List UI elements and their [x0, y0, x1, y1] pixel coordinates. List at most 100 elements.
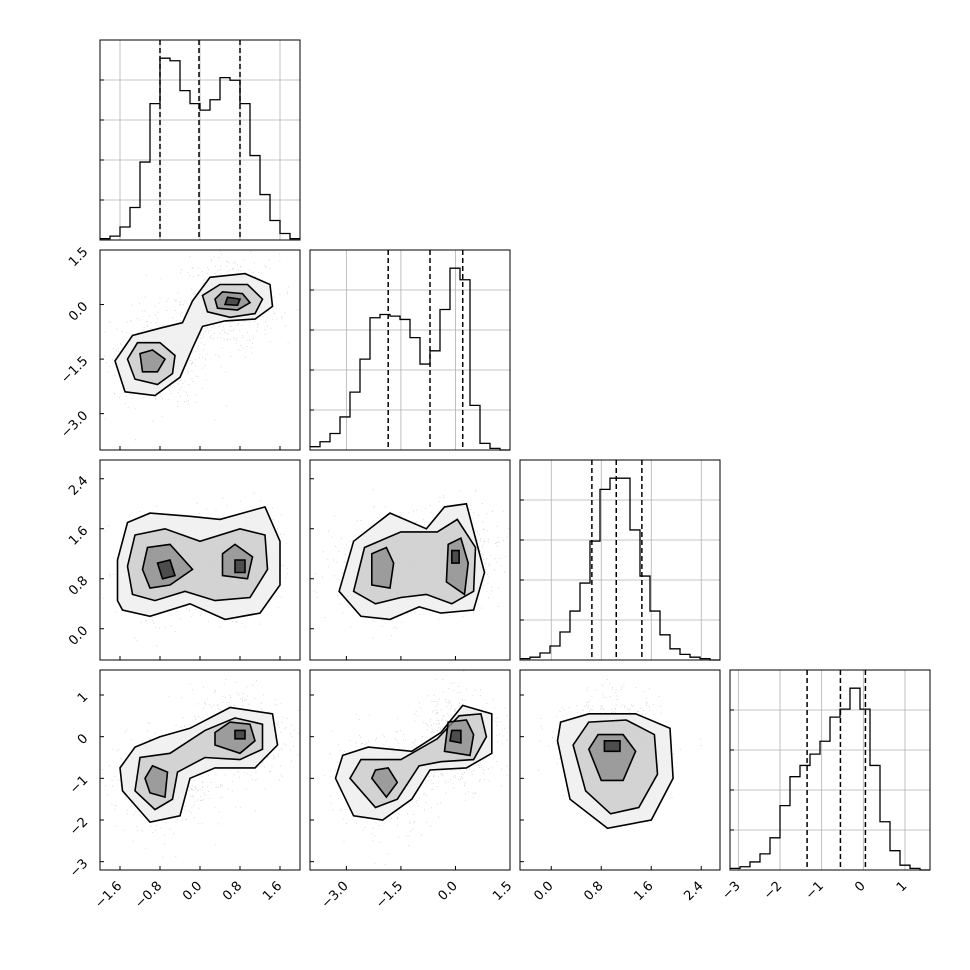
panel-content-1-2	[100, 250, 299, 441]
contour-inner-2	[144, 764, 169, 799]
panel-frame-2-4	[309, 669, 511, 871]
histogram-step-4	[730, 687, 930, 871]
xtick-label-param3-0: 0.0	[531, 879, 556, 904]
panel-frame-1-3	[99, 459, 301, 661]
panel-frame-3-4	[519, 669, 721, 871]
contour-inner-3	[445, 536, 470, 596]
xtick-label-param3-2: 1.6	[631, 879, 656, 904]
contour-outer-0	[556, 713, 674, 830]
xtick-label-param3-1: 0.8	[581, 879, 606, 904]
contour-core-4	[234, 729, 246, 740]
scatter-panel-1-4	[99, 669, 301, 871]
panel-frame-1-4	[99, 669, 301, 871]
contour-mid-1	[349, 712, 488, 809]
contour-mid-1	[134, 717, 264, 811]
panel-frame-diag-4	[729, 669, 931, 871]
histogram-panel-4	[729, 669, 931, 871]
density-fill-inner-2	[588, 734, 636, 781]
xtick-label-param4-4: 1	[894, 879, 910, 895]
panel-frame-2-3	[309, 459, 511, 661]
xtick-label-param1-3: 0.8	[220, 879, 245, 904]
contour-outer-0	[114, 272, 274, 397]
panel-content-1-3	[103, 492, 300, 647]
contour-outer-0	[119, 706, 279, 823]
contour-core-5	[234, 559, 246, 574]
scatter-panel-3-4	[519, 669, 721, 871]
contour-inner-2	[141, 543, 194, 589]
contour-outer-0	[116, 505, 281, 621]
density-fill-inner-2	[145, 765, 168, 798]
xtick-label-param2-3: 1.5	[490, 879, 515, 904]
plot-root: −3.0 −1.5 0.0 1.5 0.0 0.8 1.6 2.4 −3 −2 −1 0 1 −1.6 −0…	[58, 39, 931, 912]
xtick-label-param1-1: −0.8	[132, 879, 165, 912]
contour-core-4	[449, 729, 462, 744]
contour-core-4	[156, 559, 177, 580]
density-fill-core-5	[235, 560, 245, 573]
xtick-label-param4-1: −2	[761, 879, 785, 903]
ytick-label-param4-3: 0	[75, 731, 91, 747]
density-fill-core-4	[451, 550, 460, 564]
scatter-panel-2-3	[309, 459, 511, 661]
ytick-label-param4-1: −2	[67, 815, 91, 839]
contour-inner-2	[371, 546, 395, 590]
contour-mid-1	[572, 719, 659, 815]
xtick-label-param1-2: 0.0	[180, 879, 205, 904]
contour-inner-4	[214, 290, 252, 311]
xtick-label-param3-3: 2.4	[681, 879, 706, 904]
contour-inner-3	[443, 719, 475, 757]
contour-core-3	[603, 740, 621, 753]
contour-mid-1	[126, 527, 269, 602]
ytick-label-param2-2: 0.0	[66, 299, 91, 324]
contour-inner-3	[139, 349, 167, 373]
xtick-label-param4-2: −1	[803, 879, 827, 903]
panel-frame-1-2	[99, 249, 301, 451]
ytick-label-param3-1: 0.8	[66, 573, 91, 598]
scatter-panel-2-4	[309, 669, 511, 871]
density-fill-core-4	[157, 560, 175, 579]
panel-frame-diag-2	[309, 249, 511, 451]
ytick-label-param2-1: −1.5	[58, 354, 91, 387]
contour-core-5	[223, 296, 242, 307]
histogram-panel-1	[99, 39, 301, 241]
histogram-step-2	[310, 267, 510, 451]
panel-frame-diag-3	[519, 459, 721, 661]
scatter-panel-1-2	[99, 249, 301, 451]
histogram-panel-3	[519, 459, 721, 661]
ytick-label-param4-2: −1	[67, 773, 91, 797]
xtick-label-param4-0: −3	[719, 879, 743, 903]
ytick-label-param2-0: −3.0	[58, 408, 91, 441]
xtick-label-param2-2: 0.0	[436, 879, 461, 904]
xtick-label-param2-1: −1.5	[373, 879, 406, 912]
contour-inner-3	[214, 721, 256, 755]
contour-inner-3	[221, 543, 254, 580]
histogram-panel-2	[309, 249, 511, 451]
density-fill-core-4	[235, 730, 245, 739]
panel-content-2-4	[324, 670, 510, 866]
ytick-label-param4-0: −3	[67, 856, 91, 880]
histogram-step-3	[520, 477, 720, 661]
contour-inner-2	[587, 733, 637, 782]
xtick-label-param4-3: 0	[852, 879, 868, 895]
ytick-label-param3-0: 0.0	[66, 623, 91, 648]
density-fill-inner-2	[371, 547, 394, 589]
contour-mid-1	[352, 518, 477, 605]
density-fill-core-4	[450, 730, 461, 743]
panel-content-3-4	[538, 679, 702, 830]
xtick-label-param1-0: −1.6	[92, 879, 125, 912]
panel-frame-diag-1	[99, 39, 301, 241]
contour-mid-2	[201, 283, 264, 319]
histogram-step-1	[100, 57, 300, 240]
density-fill-core-3	[604, 740, 620, 752]
panel-content-1-4	[102, 679, 300, 858]
contour-outer-0	[334, 704, 493, 821]
panel-content-2-3	[313, 489, 510, 639]
contour-mid-1	[126, 341, 176, 386]
xtick-label-param1-4: 1.6	[260, 879, 285, 904]
scatter-panel-1-3	[99, 459, 301, 661]
xtick-label-param2-0: −3.0	[319, 879, 352, 912]
ytick-label-param3-3: 2.4	[66, 473, 91, 498]
contour-outer-0	[338, 502, 486, 621]
contour-inner-2	[370, 767, 399, 799]
ytick-label-param4-4: 1	[75, 690, 91, 706]
